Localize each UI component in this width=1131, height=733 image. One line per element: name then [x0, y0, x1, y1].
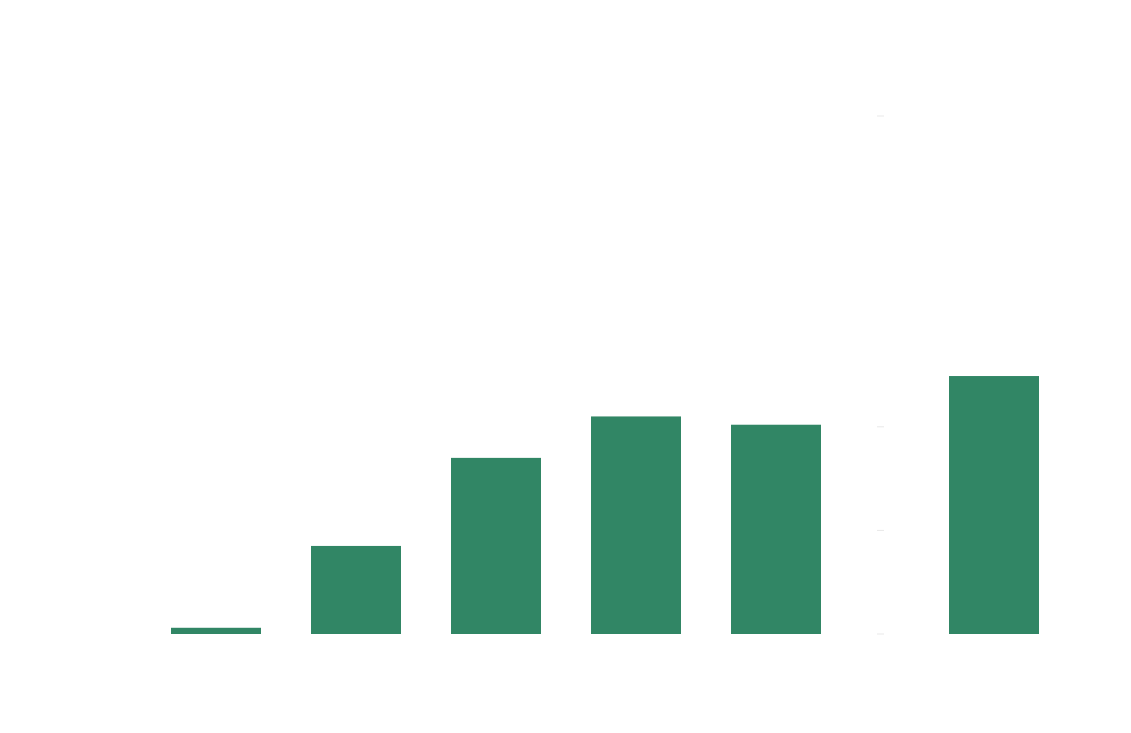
- bar: [949, 376, 1039, 634]
- bar: [731, 424, 821, 634]
- bar: [591, 416, 681, 634]
- bar: [171, 627, 261, 634]
- bar: [451, 457, 541, 634]
- bar: [311, 545, 401, 634]
